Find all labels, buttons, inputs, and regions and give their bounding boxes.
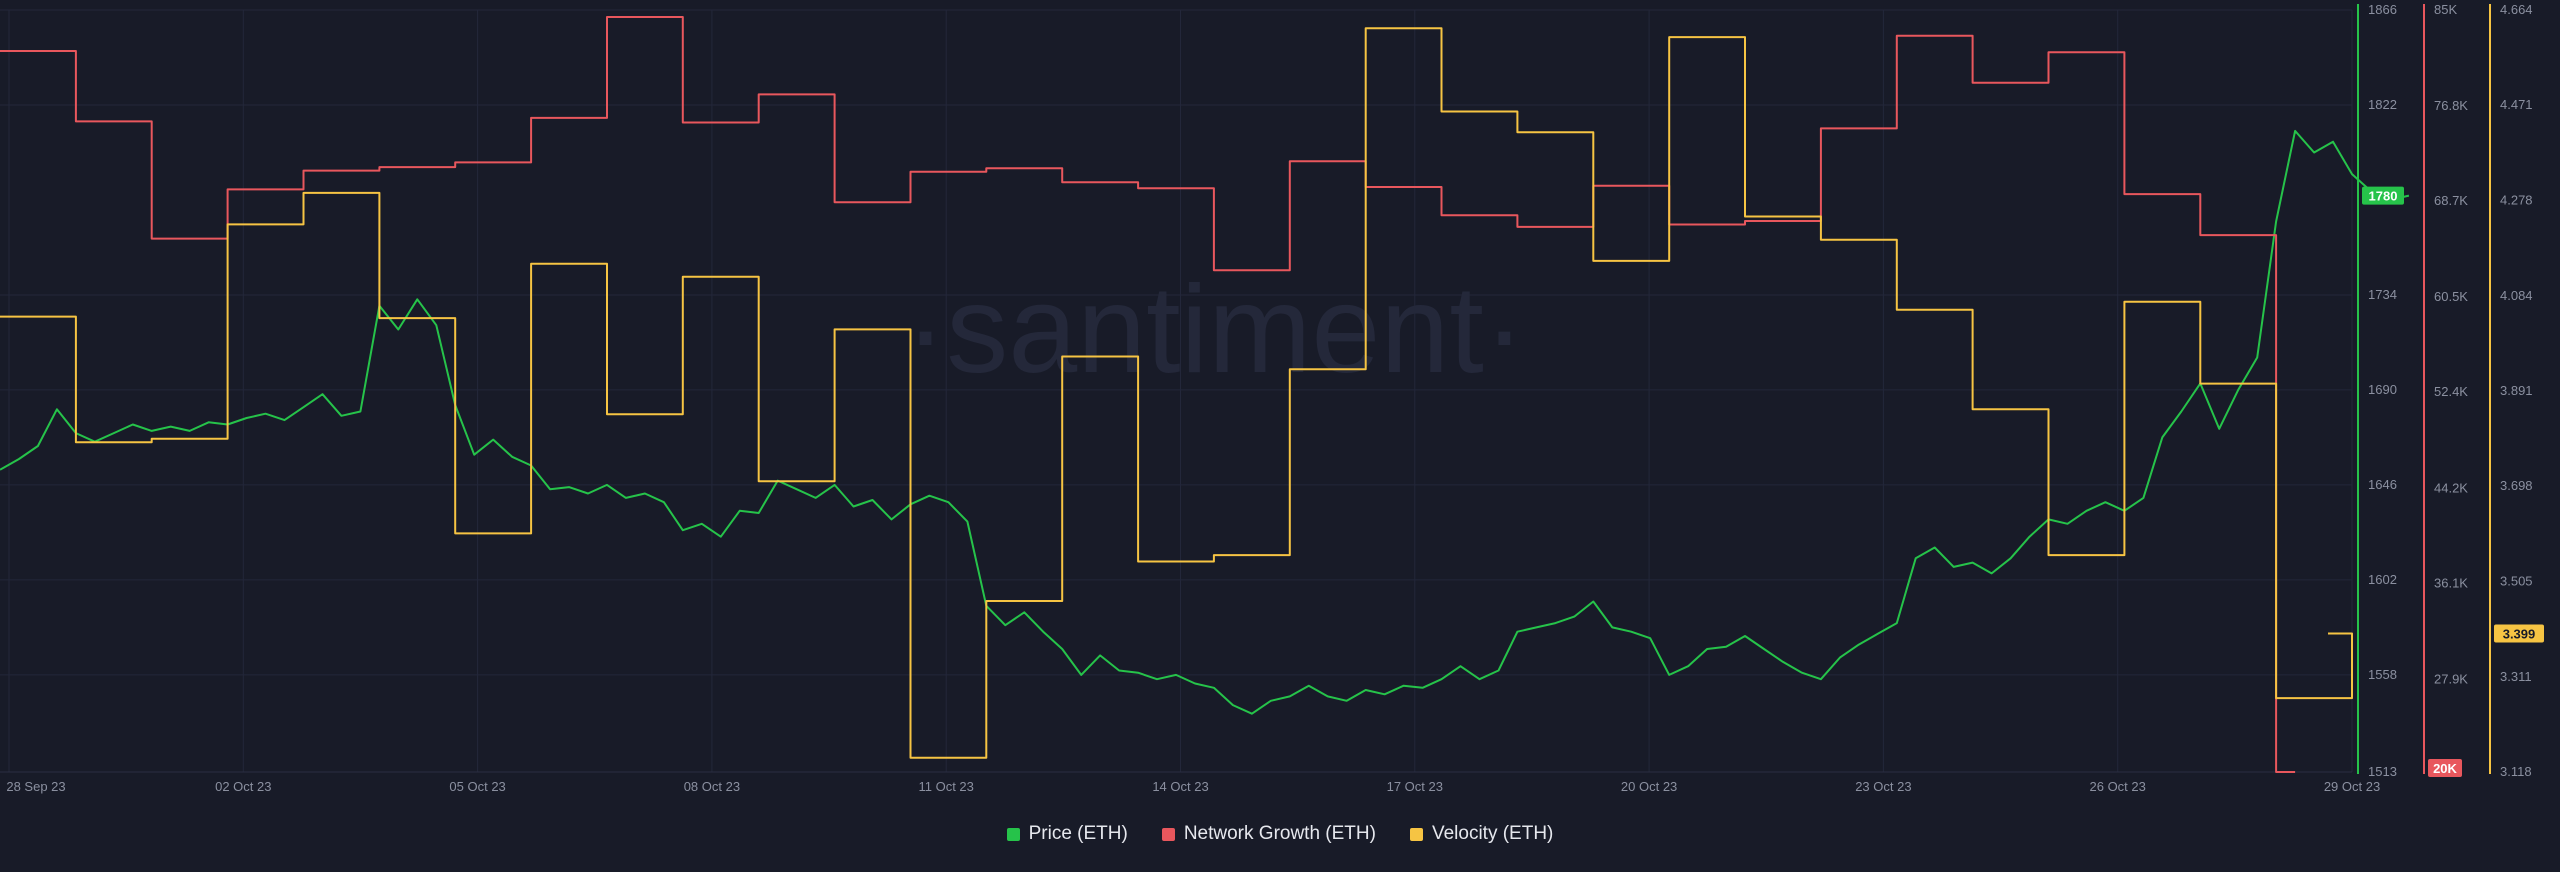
velocity-current-badge <box>2494 624 2544 643</box>
network-growth-axis-tick: 60.5K <box>2434 289 2468 304</box>
x-tick-label: 02 Oct 23 <box>215 779 271 794</box>
network-growth-current-badge <box>2428 759 2462 777</box>
x-tick-label: 17 Oct 23 <box>1387 779 1443 794</box>
legend-swatch-velocity <box>1409 827 1423 841</box>
price-axis-tick: 1646 <box>2368 477 2397 492</box>
velocity-axis-tick: 4.471 <box>2500 97 2533 112</box>
santiment-watermark: ·santiment· <box>905 261 1525 399</box>
x-tick-label: 23 Oct 23 <box>1855 779 1911 794</box>
price-axis-tick: 1513 <box>2368 764 2397 779</box>
x-tick-label: 08 Oct 23 <box>684 779 740 794</box>
price-axis-tick: 1690 <box>2368 382 2397 397</box>
network-growth-current-value: 20K <box>2433 761 2457 776</box>
x-tick-label: 11 Oct 23 <box>918 779 973 794</box>
network-growth-axis-tick: 68.7K <box>2434 193 2468 208</box>
x-tick-label: 29 Oct 23 <box>2324 779 2380 794</box>
x-axis-ticks: 28 Sep 23 02 Oct 23 05 Oct 23 08 Oct 23 11 O… <box>6 779 2380 794</box>
velocity-series-line <box>0 27 2353 759</box>
legend-swatch-network-growth <box>1161 827 1175 841</box>
x-tick-label: 14 Oct 23 <box>1152 779 1208 794</box>
network-growth-series-line <box>0 16 2296 773</box>
network-growth-axis-tick: 44.2K <box>2434 480 2468 495</box>
price-axis-tick: 1822 <box>2368 97 2397 112</box>
series-layer <box>0 16 2410 773</box>
legend-item-velocity[interactable]: Velocity (ETH) <box>1409 823 1554 845</box>
legend-item-price[interactable]: Price (ETH) <box>1006 823 1128 845</box>
velocity-axis-tick: 4.278 <box>2500 192 2533 207</box>
x-tick-label: 05 Oct 23 <box>449 779 505 794</box>
chart-legend: Price (ETH) Network Growth (ETH) Velocit… <box>0 820 2560 848</box>
velocity-axis-tick: 4.084 <box>2500 288 2533 303</box>
price-axis-tick: 1558 <box>2368 667 2397 682</box>
price-series-line <box>0 129 2410 715</box>
x-tick-label: 28 Sep 23 <box>6 779 65 794</box>
price-current-value: 1780 <box>2369 189 2398 204</box>
legend-label-price: Price (ETH) <box>1028 823 1128 844</box>
velocity-axis-tick: 3.505 <box>2500 573 2533 588</box>
network-growth-axis-tick: 76.8K <box>2434 98 2468 113</box>
velocity-axis-tick: 3.698 <box>2500 478 2533 493</box>
legend-label-network-growth: Network Growth (ETH) <box>1183 823 1376 844</box>
price-axis-tick: 1866 <box>2368 2 2397 17</box>
price-axis-tick: 1734 <box>2368 287 2397 302</box>
velocity-axis-tick: 3.891 <box>2500 383 2533 398</box>
velocity-axis-tick: 3.311 <box>2500 669 2532 684</box>
network-growth-axis-tick: 27.9K <box>2434 671 2468 686</box>
velocity-axis-tick: 4.664 <box>2500 2 2533 17</box>
legend-label-velocity: Velocity (ETH) <box>1431 823 1554 844</box>
y-axes: 1866 1822 1734 1690 1646 1602 1558 1513 85K 76.8K… <box>2357 2 2533 779</box>
price-axis-tick: 1602 <box>2368 572 2397 587</box>
velocity-axis-tick: 3.118 <box>2500 764 2532 779</box>
x-tick-label: 20 Oct 23 <box>1621 779 1677 794</box>
network-growth-axis-tick: 85K <box>2434 2 2457 17</box>
network-growth-axis-tick: 52.4K <box>2434 384 2468 399</box>
network-growth-axis-tick: 36.1K <box>2434 575 2468 590</box>
legend-swatch-price <box>1006 827 1020 841</box>
current-value-badges: 1780 20K 3.399 <box>2362 186 2544 777</box>
velocity-current-value: 3.399 <box>2503 626 2536 641</box>
price-current-badge <box>2362 186 2404 205</box>
legend-item-network-growth[interactable]: Network Growth (ETH) <box>1161 823 1376 845</box>
x-tick-label: 26 Oct 23 <box>2090 779 2146 794</box>
